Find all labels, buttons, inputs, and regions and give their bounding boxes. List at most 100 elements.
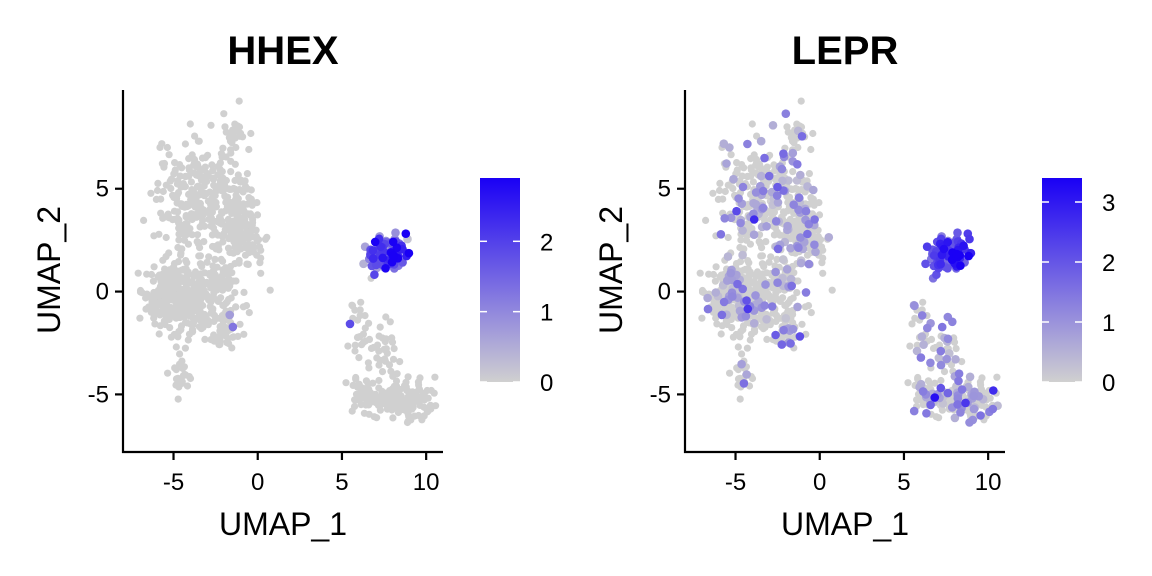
data-point [936,360,946,370]
data-point [235,97,243,105]
y-tick-label: 5 [658,176,671,203]
data-point [172,292,180,300]
data-point [764,171,774,181]
data-point [719,195,727,203]
data-point [736,218,745,228]
data-point [357,298,365,306]
data-point [917,311,927,320]
data-point [737,236,745,244]
data-point [735,306,745,316]
data-point [964,251,973,261]
data-point [236,178,244,186]
data-point [734,375,743,383]
data-point [172,269,180,277]
data-point [228,322,238,332]
data-point [349,381,357,389]
x-tick-label: 5 [335,469,348,496]
data-point [819,254,827,262]
data-point [179,372,187,380]
data-point [917,332,927,341]
data-point [918,387,928,396]
data-point [145,303,153,311]
data-point [202,313,210,321]
data-point [204,151,212,159]
data-point [785,193,794,201]
data-point [198,262,206,271]
data-point [176,350,184,358]
data-point [936,346,946,356]
data-point [389,252,398,262]
data-point [378,368,387,376]
x-tick-label: 0 [251,469,264,496]
data-point [797,97,805,105]
x-tick-label: -5 [163,469,184,496]
data-point [396,358,404,366]
data-point [709,270,718,279]
data-point [741,311,751,321]
data-point [194,182,202,190]
data-point [253,199,261,207]
data-point [232,277,240,285]
data-point [956,408,965,417]
data-point [796,233,805,242]
data-point [208,231,216,239]
data-point [828,286,836,294]
y-tick-label: 0 [96,279,109,306]
data-point [797,132,807,141]
data-point [190,188,198,196]
legend-tick-label: 0 [540,370,553,397]
data-point [805,170,814,178]
data-point [207,298,215,306]
data-point [156,143,164,151]
data-point [196,252,204,260]
data-point [772,191,782,200]
data-point [253,211,262,219]
data-point [351,396,359,404]
data-point [786,295,795,304]
data-point [965,418,974,427]
data-point [711,277,720,285]
data-point [771,262,779,270]
data-point [776,296,784,304]
data-point [175,277,183,285]
y-axis-label: UMAP_2 [31,206,67,334]
data-point [940,368,949,376]
data-point [235,256,243,265]
scatter-points [696,97,1002,427]
data-point [396,406,404,414]
data-point [738,182,748,192]
data-point [929,251,939,260]
data-point [211,188,219,196]
data-point [743,304,753,314]
data-point [815,199,823,207]
data-point [978,374,986,382]
data-point [792,184,800,193]
data-point [782,265,792,274]
data-point [147,270,156,279]
data-point [789,200,798,209]
data-point [351,347,359,355]
data-point [958,358,966,366]
data-point [717,310,727,320]
data-point [388,334,396,342]
data-point [782,301,790,309]
data-point [179,180,187,188]
data-point [178,378,186,386]
data-point [765,292,773,300]
data-point [233,239,241,247]
data-point [167,184,175,193]
data-point [749,230,759,239]
data-point [723,252,733,261]
data-point [136,314,144,322]
data-point [720,214,729,223]
data-point [220,110,228,118]
data-point [241,216,249,224]
data-point [209,262,217,270]
data-point [152,292,160,300]
data-point [134,269,142,277]
data-point [696,269,704,277]
data-point [154,179,162,187]
data-point [227,157,235,165]
data-point [203,177,211,186]
